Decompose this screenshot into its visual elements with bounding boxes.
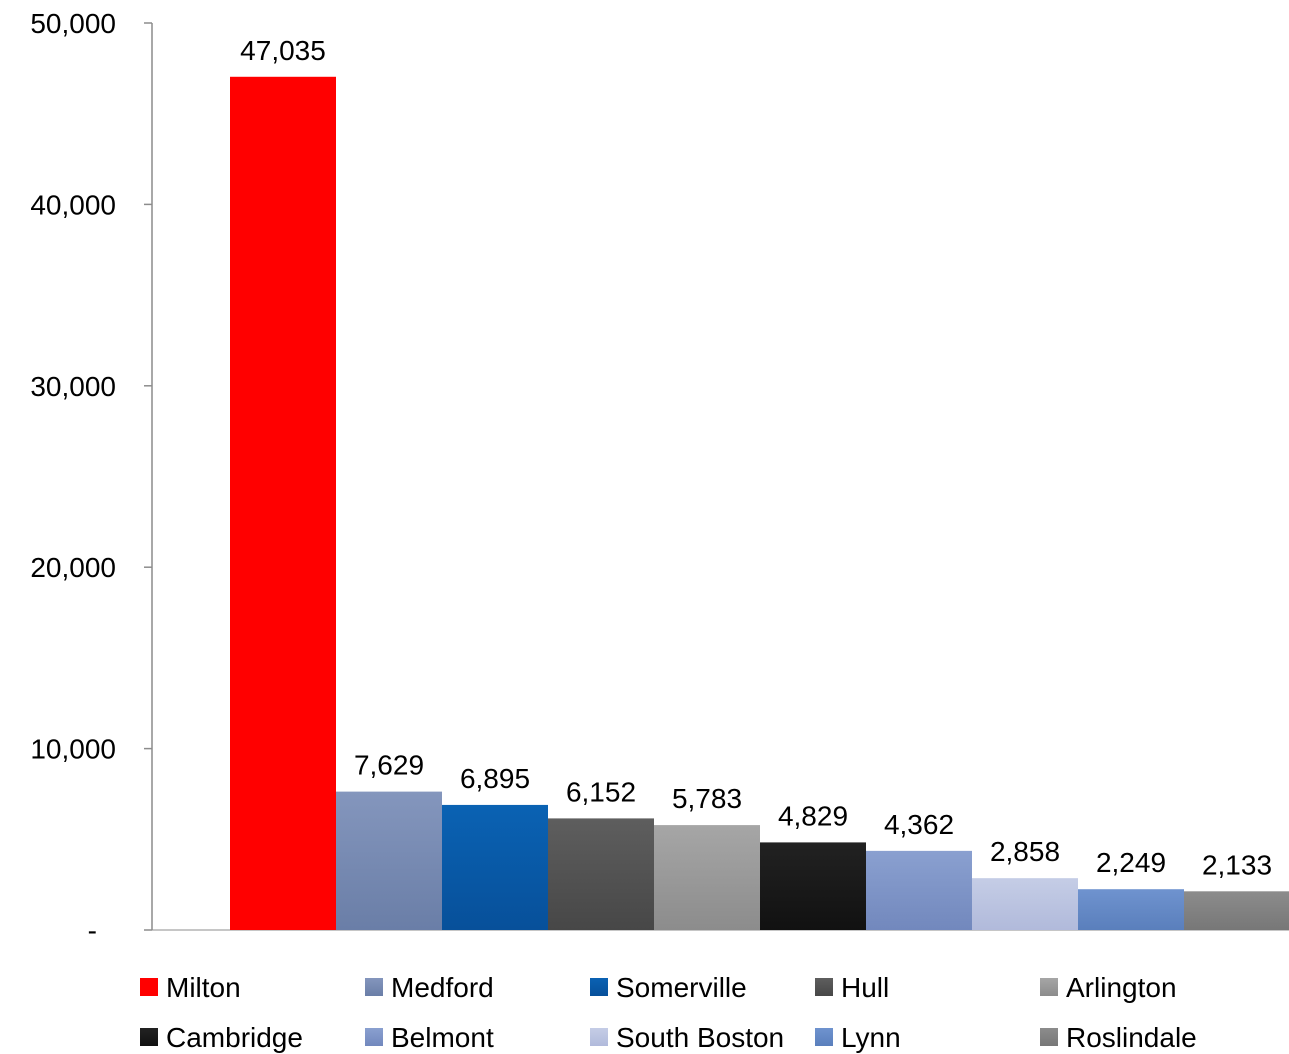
legend-label-somerville: Somerville (616, 972, 747, 1003)
y-tick-label: 30,000 (30, 371, 116, 402)
legend-swatch-somerville (590, 978, 608, 996)
legend-swatch-cambridge (140, 1028, 158, 1046)
legend-label-roslindale: Roslindale (1066, 1022, 1197, 1053)
bar-medford (336, 791, 442, 930)
legend-swatch-milton (140, 978, 158, 996)
legend-label-hull: Hull (841, 972, 889, 1003)
bar-roslindale (1184, 891, 1289, 930)
y-tick-label: 20,000 (30, 552, 116, 583)
bar-somerville (442, 804, 548, 930)
data-label-lynn: 2,249 (1096, 847, 1166, 878)
y-tick-label: 40,000 (30, 189, 116, 220)
bar-south-boston (972, 878, 1078, 930)
bar-belmont (866, 850, 972, 930)
data-label-roslindale: 2,133 (1202, 849, 1272, 880)
legend-swatch-lynn (815, 1028, 833, 1046)
y-tick-label: 50,000 (30, 8, 116, 39)
legend: Milton Medford Somerville Hull Arlington Camb… (140, 972, 1197, 1053)
legend-label-lynn: Lynn (841, 1022, 901, 1053)
y-tick-label: - (88, 915, 97, 946)
legend-swatch-south-boston (590, 1028, 608, 1046)
legend-swatch-hull (815, 978, 833, 996)
data-label-medford: 7,629 (354, 750, 424, 781)
bar-arlington (654, 825, 760, 930)
legend-label-cambridge: Cambridge (166, 1022, 303, 1053)
legend-swatch-medford (365, 978, 383, 996)
data-label-south-boston: 2,858 (990, 836, 1060, 867)
legend-swatch-arlington (1040, 978, 1058, 996)
data-label-hull: 6,152 (566, 776, 636, 807)
data-label-somerville: 6,895 (460, 763, 530, 794)
legend-label-arlington: Arlington (1066, 972, 1177, 1003)
data-label-milton: 47,035 (240, 35, 326, 66)
bars (230, 76, 1289, 931)
legend-label-medford: Medford (391, 972, 494, 1003)
data-labels: 47,035 7,629 6,895 6,152 5,783 4,829 4,362 2,85… (240, 35, 1272, 881)
bar-lynn (1078, 889, 1184, 930)
data-label-arlington: 5,783 (672, 783, 742, 814)
bar-hull (548, 818, 654, 930)
bar-cambridge (760, 842, 866, 930)
legend-swatch-roslindale (1040, 1028, 1058, 1046)
y-tick-label: 10,000 (30, 734, 116, 765)
y-axis: - 10,000 20,000 30,000 40,000 50,000 (30, 8, 1289, 946)
data-label-belmont: 4,362 (884, 809, 954, 840)
legend-label-belmont: Belmont (391, 1022, 494, 1053)
legend-label-south-boston: South Boston (616, 1022, 784, 1053)
legend-swatch-belmont (365, 1028, 383, 1046)
data-label-cambridge: 4,829 (778, 800, 848, 831)
bar-milton (230, 76, 336, 931)
legend-label-milton: Milton (166, 972, 241, 1003)
